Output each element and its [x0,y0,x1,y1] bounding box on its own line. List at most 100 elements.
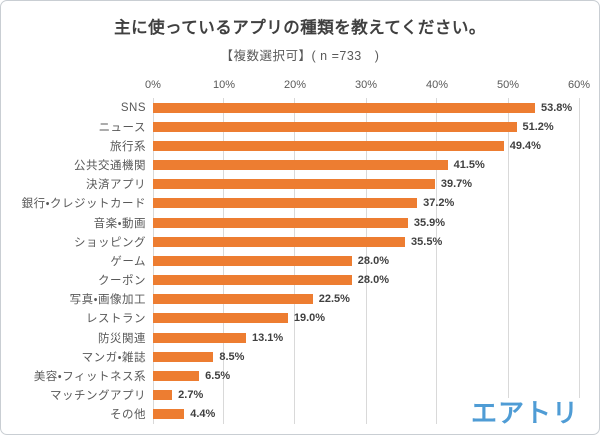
bar-row: 銀行・クレジットカード 37.2% [9,194,579,213]
value-label: 35.5% [411,235,443,248]
bar-row: ゲーム 28.0% [9,251,579,270]
bar [153,121,517,132]
bar [153,102,535,113]
category-label: マンガ・雑誌 [81,351,146,364]
bar-track: 4.4% [153,405,579,424]
bar-row: その他 4.4% [9,405,579,424]
value-label: 49.4% [509,139,541,152]
bar [153,409,185,420]
category-label: 音楽・動画 [93,217,146,230]
x-tick-label: 40% [425,79,448,91]
bar-row: ニュース 51.2% [9,117,579,136]
bar-track: 28.0% [153,251,579,270]
bar-row: 公共交通機関 41.5% [9,156,579,175]
bar-track: 35.5% [153,232,579,251]
bar [153,217,408,228]
bar-track: 39.7% [153,175,579,194]
category-label: SNS [120,101,146,114]
bar [153,332,246,343]
bar [153,351,214,362]
bar-track: 6.5% [153,366,579,385]
category-label: 決済アプリ [86,179,146,192]
value-label: 37.2% [423,197,455,210]
bar-row: 決済アプリ 39.7% [9,175,579,194]
x-tick-label: 0% [145,79,161,91]
plot-rows: SNS 53.8% ニュース 51.2% 旅行系 49.4% 公共交通機関 41… [9,98,579,424]
chart-title: 主に使っているアプリの種類を教えてください。 [114,19,486,37]
category-label: ニュース [98,121,146,134]
bar [153,370,200,381]
bar-row: 美容・フィットネス系 6.5% [9,366,579,385]
value-label: 4.4% [190,408,216,421]
category-label: ゲーム [110,255,146,268]
x-tick-label: 10% [212,79,235,91]
category-label: 美容・フィットネス系 [33,370,146,383]
bar-row: 写真・画像加工 22.5% [9,290,579,309]
x-tick-label: 50% [496,79,520,91]
value-label: 8.5% [219,350,245,363]
gridline [436,98,438,424]
chart-subtitle: 【複数選択可】( n =733 ) [220,49,380,63]
category-label: 公共交通機関 [74,160,146,173]
x-tick-label: 20% [283,79,306,91]
value-label: 39.7% [440,178,473,191]
gridline [578,98,580,424]
bar [153,255,352,266]
bar-track: 35.9% [153,213,579,232]
bar-track: 41.5% [153,156,579,175]
bar [153,390,173,401]
bar-track: 53.8% [153,98,579,117]
category-label: レストラン [86,313,146,326]
bar-row: 音楽・動画 35.9% [9,213,579,232]
value-label: 51.2% [522,120,554,133]
category-label: ショッピング [74,236,146,249]
bar-row: 旅行系 49.4% [9,136,579,155]
value-label: 35.9% [413,216,446,229]
bar-track: 13.1% [153,328,579,347]
category-label: 旅行系 [110,140,146,153]
gridline [365,98,367,424]
category-label: 防災関連 [98,332,146,345]
bar [153,313,288,324]
value-label: 6.5% [205,369,231,382]
category-label: 写真・画像加工 [69,294,146,307]
bar [153,275,352,286]
bar [153,236,406,247]
value-label: 13.1% [252,331,284,344]
bar-track: 28.0% [153,271,579,290]
bar-row: クーポン 28.0% [9,271,579,290]
value-label: 28.0% [357,274,389,287]
bar-row: ショッピング 35.5% [9,232,579,251]
bar-track: 19.0% [153,309,579,328]
bar-track: 8.5% [153,347,579,366]
bar-track: 22.5% [153,290,579,309]
value-label: 22.5% [318,293,350,306]
category-label: 銀行・クレジットカード [21,198,146,211]
bar-track: 37.2% [153,194,579,213]
bar-row: マンガ・雑誌 8.5% [9,347,579,366]
gridline [507,98,509,424]
bar-track: 49.4% [153,136,579,155]
value-label: 53.8% [540,101,573,114]
bar [153,198,418,209]
x-axis-tick-row: 0% 10% 20% 30% 40% 50% 60% [145,79,590,93]
value-label: 28.0% [357,254,389,267]
x-tick-label: 60% [567,79,591,91]
value-label: 41.5% [453,159,485,172]
bar-track: 2.7% [153,386,579,405]
bar [153,140,504,151]
value-label: 19.0% [293,312,326,325]
bar-row: マッチングアプリ 2.7% [9,386,579,405]
category-label: クーポン [98,275,146,288]
bar-row: 防災関連 13.1% [9,328,579,347]
bar [153,160,448,171]
bar [153,179,435,190]
x-tick-label: 30% [354,79,378,91]
airtrip-logo: エアトリ [460,398,583,426]
bar [153,294,313,305]
value-label: 2.7% [178,389,204,402]
bar-row: レストラン 19.0% [9,309,579,328]
bar-track: 51.2% [153,117,579,136]
bar-row: SNS 53.8% [9,98,579,117]
